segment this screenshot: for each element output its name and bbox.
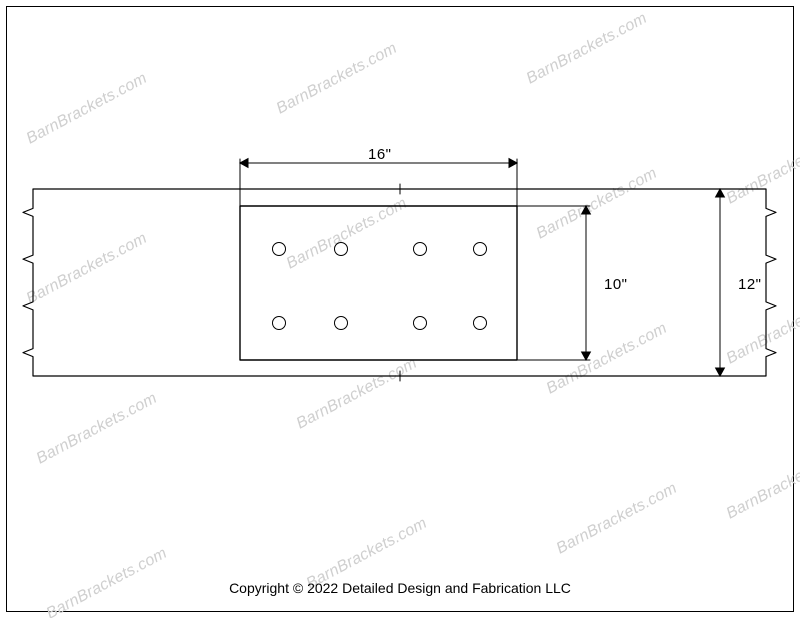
dimension-height-10-label: 10"	[604, 276, 628, 293]
dimension-width-label: 16"	[368, 146, 392, 163]
diagram-canvas	[0, 0, 800, 618]
dimension-height-12-label: 12"	[738, 276, 762, 293]
copyright-text: Copyright © 2022 Detailed Design and Fab…	[0, 580, 800, 596]
